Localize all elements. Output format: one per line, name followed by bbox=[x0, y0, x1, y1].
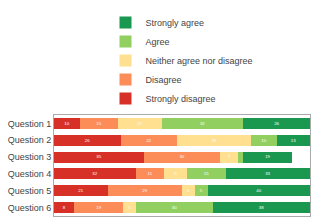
svg-text:Disagree: Disagree bbox=[146, 75, 182, 85]
svg-text:Strongly agree: Strongly agree bbox=[146, 18, 205, 28]
svg-text:29: 29 bbox=[211, 138, 216, 143]
svg-text:9: 9 bbox=[174, 171, 177, 176]
svg-text:Question 4: Question 4 bbox=[8, 169, 52, 179]
svg-text:19: 19 bbox=[265, 154, 270, 159]
svg-text:32: 32 bbox=[200, 121, 205, 126]
svg-text:22: 22 bbox=[146, 138, 151, 143]
svg-text:13: 13 bbox=[291, 138, 296, 143]
svg-text:Question 5: Question 5 bbox=[8, 186, 52, 196]
svg-text:7: 7 bbox=[228, 154, 231, 159]
svg-text:30: 30 bbox=[179, 154, 184, 159]
svg-text:29: 29 bbox=[142, 188, 147, 193]
svg-text:5: 5 bbox=[200, 188, 203, 193]
svg-text:26: 26 bbox=[85, 138, 90, 143]
svg-text:5: 5 bbox=[187, 188, 190, 193]
svg-text:10: 10 bbox=[64, 121, 69, 126]
svg-text:33: 33 bbox=[265, 171, 270, 176]
svg-text:26: 26 bbox=[274, 121, 279, 126]
svg-text:Agree: Agree bbox=[146, 37, 170, 47]
svg-text:15: 15 bbox=[96, 121, 101, 126]
svg-text:15: 15 bbox=[204, 171, 209, 176]
svg-text:10: 10 bbox=[261, 138, 266, 143]
svg-text:11: 11 bbox=[148, 171, 153, 176]
svg-text:32: 32 bbox=[92, 171, 97, 176]
svg-text:38: 38 bbox=[259, 205, 264, 210]
svg-text:30: 30 bbox=[172, 205, 177, 210]
svg-text:5: 5 bbox=[128, 205, 131, 210]
svg-text:Neither agree nor disagree: Neither agree nor disagree bbox=[146, 56, 253, 66]
svg-text:8: 8 bbox=[63, 205, 66, 210]
svg-text:Question 3: Question 3 bbox=[8, 152, 52, 162]
svg-text:21: 21 bbox=[78, 188, 83, 193]
svg-text:40: 40 bbox=[256, 188, 261, 193]
svg-text:35: 35 bbox=[96, 154, 101, 159]
svg-text:Strongly disagree: Strongly disagree bbox=[146, 94, 216, 104]
svg-text:Question 2: Question 2 bbox=[8, 135, 52, 145]
svg-text:Question 6: Question 6 bbox=[8, 203, 52, 213]
svg-text:Question 1: Question 1 bbox=[8, 119, 52, 129]
svg-text:17: 17 bbox=[137, 121, 142, 126]
svg-text:19: 19 bbox=[96, 205, 101, 210]
